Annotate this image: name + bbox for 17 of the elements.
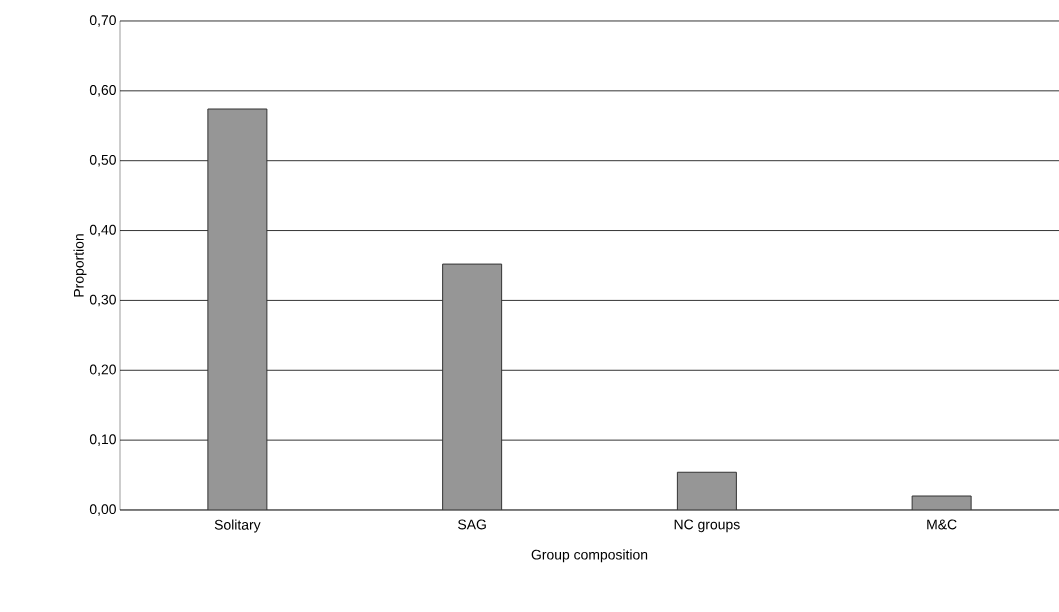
- bar: [442, 263, 503, 510]
- x-tick-label: Solitary: [214, 519, 261, 533]
- x-tick-label: NC groups: [674, 519, 740, 533]
- y-tick-label: 0,00: [89, 504, 116, 516]
- y-tick-label: 0,50: [89, 154, 116, 167]
- y-tick-label: 0,40: [89, 224, 116, 237]
- bar: [207, 108, 268, 510]
- x-axis-title: Group composition: [531, 549, 648, 563]
- y-tick-label: 0,60: [89, 85, 116, 97]
- x-tick-label: SAG: [458, 519, 486, 530]
- y-tick-label: 0,70: [89, 15, 116, 27]
- y-tick-label: 0,30: [89, 294, 116, 307]
- bar: [676, 471, 737, 510]
- y-tick-label: 0,10: [89, 434, 116, 446]
- y-tick-label: 0,20: [89, 364, 116, 377]
- y-axis-title: Proportion: [73, 234, 87, 297]
- x-tick-label: M&C: [927, 519, 957, 530]
